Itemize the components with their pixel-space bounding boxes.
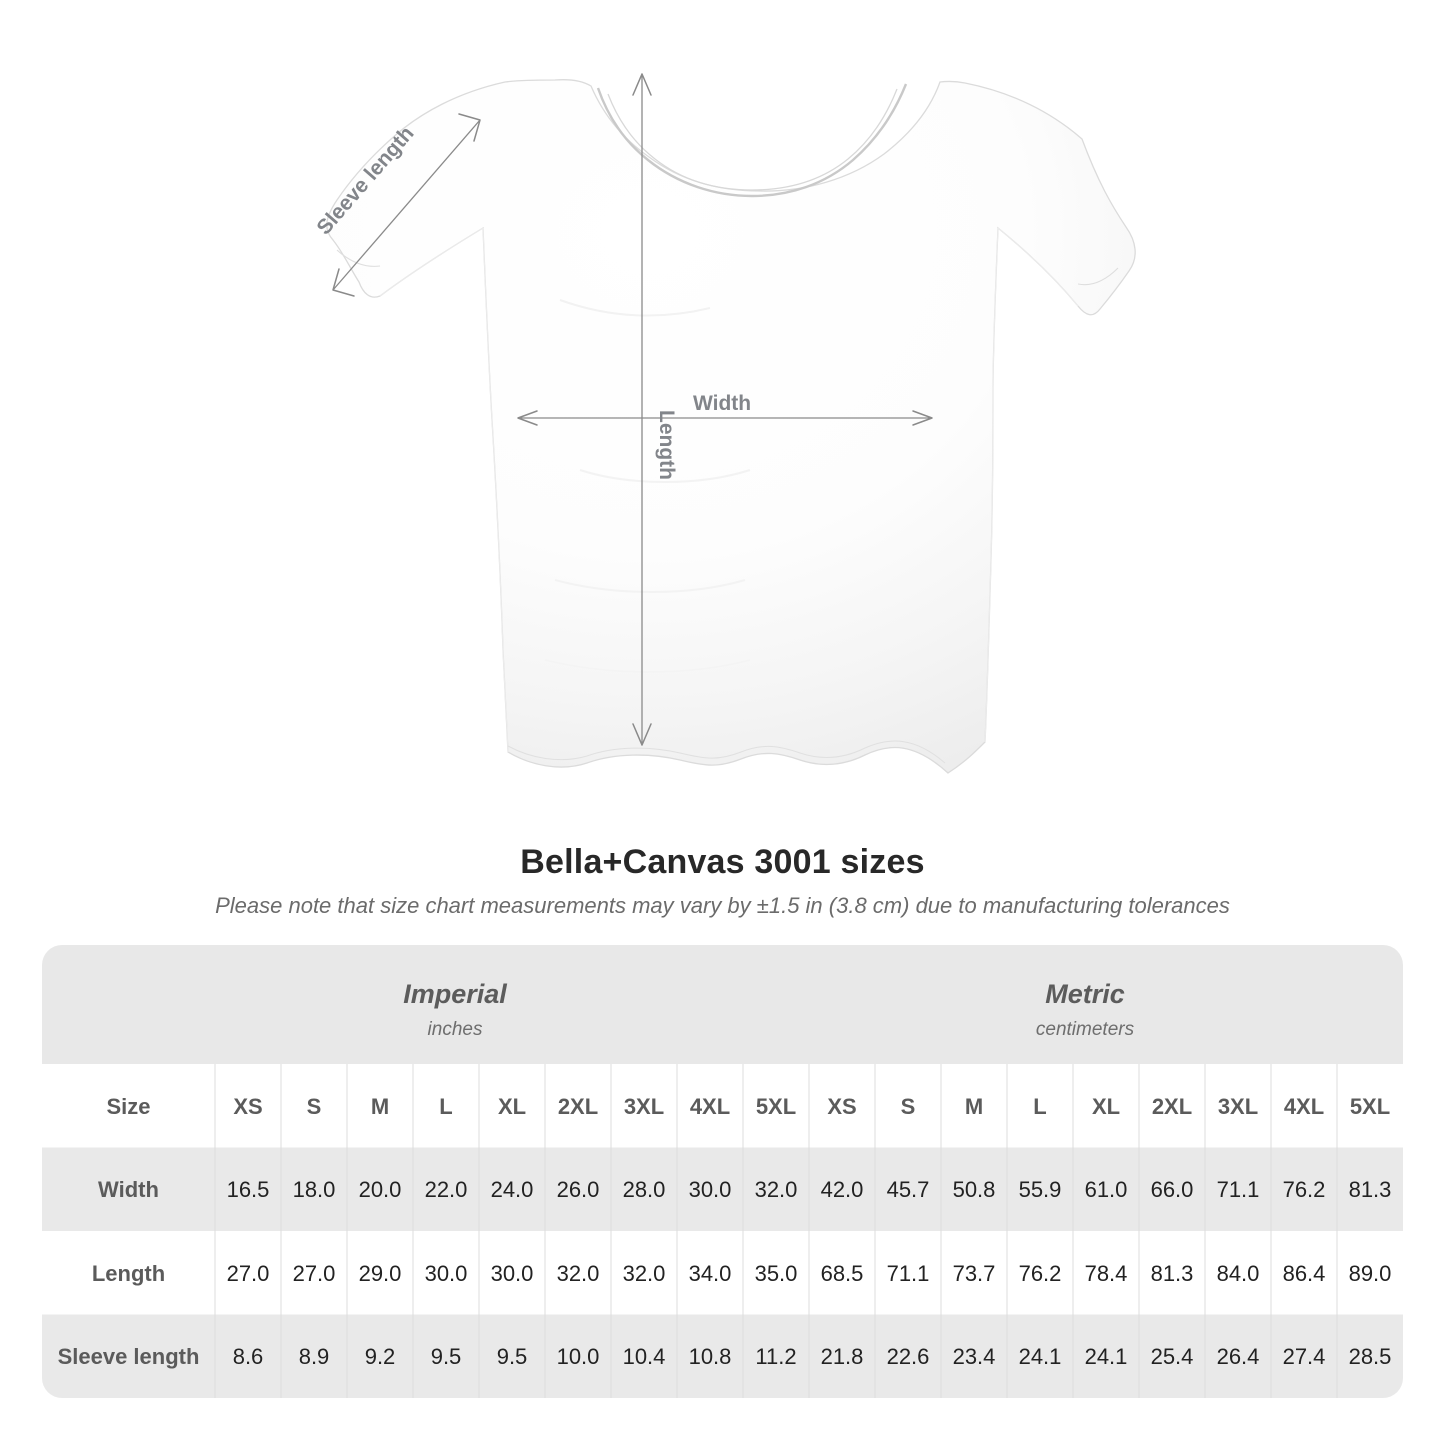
svg-text:S: S (307, 1094, 322, 1119)
svg-text:S: S (901, 1094, 916, 1119)
svg-text:30.0: 30.0 (689, 1177, 732, 1202)
svg-text:5XL: 5XL (1350, 1094, 1390, 1119)
svg-text:3XL: 3XL (624, 1094, 664, 1119)
svg-text:M: M (371, 1094, 389, 1119)
svg-text:20.0: 20.0 (359, 1177, 402, 1202)
svg-text:5XL: 5XL (756, 1094, 796, 1119)
svg-text:Metric: Metric (1045, 979, 1125, 1009)
svg-text:2XL: 2XL (1152, 1094, 1192, 1119)
svg-text:55.9: 55.9 (1019, 1177, 1062, 1202)
svg-text:28.5: 28.5 (1349, 1344, 1392, 1369)
svg-text:9.2: 9.2 (365, 1344, 396, 1369)
svg-text:11.2: 11.2 (755, 1344, 796, 1369)
svg-text:centimeters: centimeters (1036, 1019, 1135, 1040)
svg-text:24.0: 24.0 (491, 1177, 534, 1202)
svg-text:XS: XS (827, 1094, 856, 1119)
svg-text:Length: Length (655, 410, 678, 480)
svg-text:76.2: 76.2 (1019, 1261, 1062, 1286)
svg-text:78.4: 78.4 (1085, 1261, 1128, 1286)
svg-text:32.0: 32.0 (557, 1261, 600, 1286)
svg-text:30.0: 30.0 (425, 1261, 468, 1286)
svg-text:27.0: 27.0 (227, 1261, 270, 1286)
svg-text:Size: Size (106, 1094, 150, 1119)
svg-text:9.5: 9.5 (497, 1344, 528, 1369)
svg-text:22.6: 22.6 (887, 1344, 930, 1369)
svg-text:9.5: 9.5 (431, 1344, 462, 1369)
svg-text:Width: Width (693, 392, 751, 415)
svg-text:4XL: 4XL (1284, 1094, 1324, 1119)
svg-text:35.0: 35.0 (755, 1261, 798, 1286)
svg-text:81.3: 81.3 (1349, 1177, 1392, 1202)
svg-text:Sleeve length: Sleeve length (58, 1344, 200, 1369)
svg-text:M: M (965, 1094, 983, 1119)
svg-text:24.1: 24.1 (1019, 1344, 1062, 1369)
svg-text:89.0: 89.0 (1349, 1261, 1392, 1286)
svg-text:26.0: 26.0 (557, 1177, 600, 1202)
svg-text:inches: inches (428, 1019, 483, 1040)
svg-text:26.4: 26.4 (1217, 1344, 1260, 1369)
svg-text:XL: XL (1092, 1094, 1120, 1119)
svg-text:8.6: 8.6 (233, 1344, 264, 1369)
svg-text:4XL: 4XL (690, 1094, 730, 1119)
svg-text:81.3: 81.3 (1151, 1261, 1194, 1286)
svg-text:22.0: 22.0 (425, 1177, 468, 1202)
svg-text:2XL: 2XL (558, 1094, 598, 1119)
svg-text:73.7: 73.7 (953, 1261, 996, 1286)
svg-text:21.8: 21.8 (821, 1344, 864, 1369)
svg-text:34.0: 34.0 (689, 1261, 732, 1286)
svg-text:29.0: 29.0 (359, 1261, 402, 1286)
svg-text:Width: Width (98, 1177, 159, 1202)
svg-text:76.2: 76.2 (1283, 1177, 1326, 1202)
svg-text:XS: XS (233, 1094, 262, 1119)
svg-text:L: L (1033, 1094, 1046, 1119)
svg-text:10.4: 10.4 (623, 1344, 666, 1369)
svg-text:L: L (439, 1094, 452, 1119)
svg-text:71.1: 71.1 (887, 1261, 930, 1286)
svg-text:16.5: 16.5 (227, 1177, 270, 1202)
svg-text:Length: Length (92, 1261, 165, 1286)
svg-text:86.4: 86.4 (1283, 1261, 1326, 1286)
svg-text:8.9: 8.9 (299, 1344, 330, 1369)
svg-text:25.4: 25.4 (1151, 1344, 1194, 1369)
svg-text:10.8: 10.8 (689, 1344, 732, 1369)
svg-text:3XL: 3XL (1218, 1094, 1258, 1119)
svg-text:84.0: 84.0 (1217, 1261, 1260, 1286)
svg-text:66.0: 66.0 (1151, 1177, 1194, 1202)
svg-text:45.7: 45.7 (887, 1177, 930, 1202)
svg-text:32.0: 32.0 (755, 1177, 798, 1202)
svg-text:Imperial: Imperial (403, 979, 507, 1009)
svg-text:10.0: 10.0 (557, 1344, 600, 1369)
svg-text:XL: XL (498, 1094, 526, 1119)
svg-text:27.0: 27.0 (293, 1261, 336, 1286)
svg-text:61.0: 61.0 (1085, 1177, 1128, 1202)
svg-text:71.1: 71.1 (1217, 1177, 1260, 1202)
svg-text:42.0: 42.0 (821, 1177, 864, 1202)
svg-text:68.5: 68.5 (821, 1261, 864, 1286)
svg-text:24.1: 24.1 (1085, 1344, 1128, 1369)
svg-text:30.0: 30.0 (491, 1261, 534, 1286)
svg-text:32.0: 32.0 (623, 1261, 666, 1286)
svg-text:27.4: 27.4 (1283, 1344, 1326, 1369)
svg-text:23.4: 23.4 (953, 1344, 996, 1369)
svg-text:50.8: 50.8 (953, 1177, 996, 1202)
svg-text:28.0: 28.0 (623, 1177, 666, 1202)
svg-text:18.0: 18.0 (293, 1177, 336, 1202)
